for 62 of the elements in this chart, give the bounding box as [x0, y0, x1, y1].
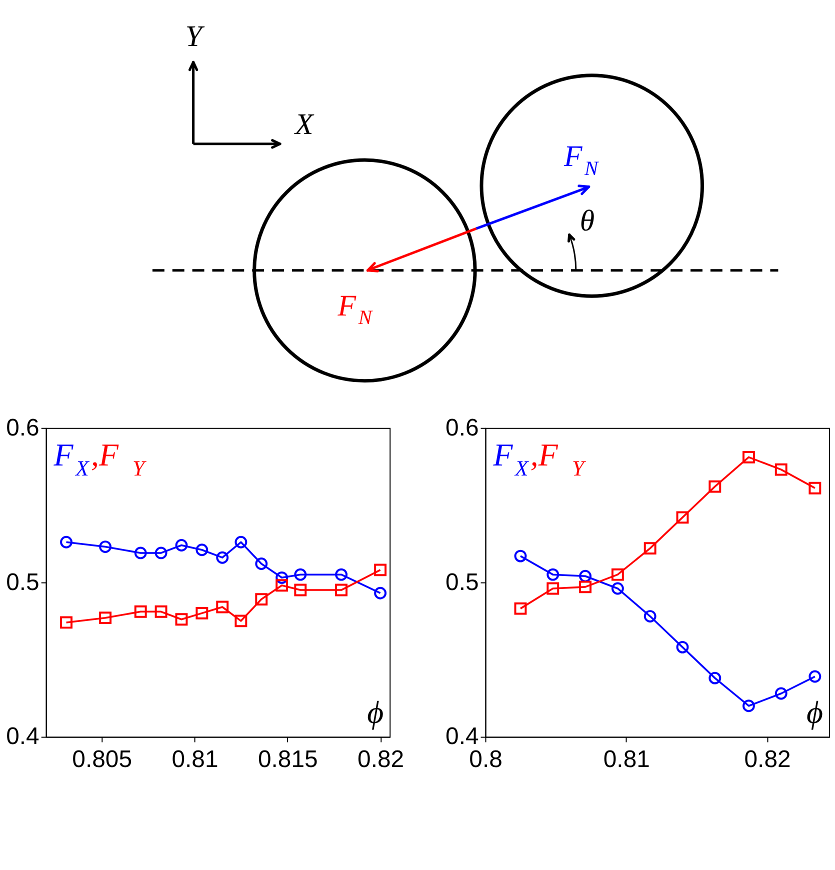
- point: [676, 511, 689, 524]
- y-tick-label: 0.5: [6, 568, 40, 596]
- point: [196, 544, 208, 556]
- point: [611, 568, 624, 581]
- point: [546, 568, 560, 581]
- point: [808, 482, 822, 494]
- point: [374, 564, 387, 576]
- point: [514, 550, 527, 562]
- point: [335, 568, 348, 581]
- x-tick-label: 0.82: [358, 746, 404, 774]
- x-tick-label: 0.815: [258, 746, 318, 774]
- text: X: [294, 108, 315, 141]
- point: [708, 480, 722, 493]
- x-axis-title: ϕ: [367, 694, 384, 730]
- point: [335, 584, 348, 596]
- point: [216, 600, 229, 614]
- point: [234, 614, 248, 628]
- point: [742, 450, 755, 464]
- y-tick-label: 0.6: [446, 414, 479, 442]
- point: [546, 582, 560, 595]
- point: [294, 584, 307, 596]
- y-tick-label: 0.5: [446, 568, 479, 596]
- point: [175, 539, 188, 552]
- text: Y: [185, 20, 206, 54]
- point: [579, 570, 592, 582]
- point: [676, 640, 689, 654]
- point: [154, 605, 168, 618]
- point: [196, 606, 208, 620]
- point: [514, 602, 527, 615]
- point: [276, 571, 288, 584]
- point: [294, 568, 307, 581]
- y-tick-label: 0.4: [6, 723, 40, 750]
- x-tick-label: 0.81: [172, 746, 218, 774]
- point: [60, 616, 72, 629]
- point: [374, 586, 387, 600]
- point: [774, 687, 788, 700]
- x-tick-label: 0.81: [603, 746, 650, 774]
- point: [99, 612, 112, 624]
- point: [60, 536, 72, 548]
- x-tick-label: 0.82: [744, 746, 791, 774]
- point: [808, 670, 822, 683]
- point: [255, 593, 268, 606]
- point: [134, 605, 147, 618]
- point: [644, 610, 656, 622]
- y-tick-label: 0.6: [6, 414, 40, 442]
- point: [579, 580, 592, 594]
- point: [611, 582, 624, 595]
- point: [708, 672, 722, 684]
- point: [276, 579, 288, 592]
- point: [154, 546, 168, 560]
- text: θ: [580, 204, 595, 238]
- point: [99, 540, 112, 553]
- x-tick-label: 0.805: [72, 746, 132, 774]
- x-axis-title: ϕ: [806, 694, 824, 730]
- point: [234, 536, 248, 548]
- point: [175, 613, 188, 626]
- point: [644, 542, 656, 555]
- point: [774, 463, 788, 476]
- point: [134, 546, 147, 560]
- point: [255, 558, 268, 570]
- point: [216, 551, 229, 564]
- point: [742, 700, 755, 712]
